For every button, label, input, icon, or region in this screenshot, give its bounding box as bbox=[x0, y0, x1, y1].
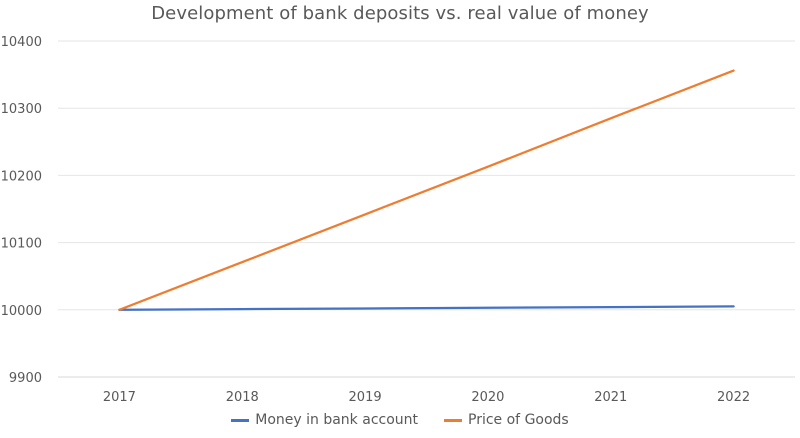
x-tick-label-2018: 2018 bbox=[226, 390, 259, 405]
y-tick-label-10200: 10200 bbox=[1, 169, 42, 184]
x-tick-label-2022: 2022 bbox=[717, 390, 750, 405]
x-tick-label-2017: 2017 bbox=[103, 390, 136, 405]
legend-item-price-of-goods: Price of Goods bbox=[444, 412, 569, 428]
y-tick-label-10000: 10000 bbox=[1, 304, 42, 319]
legend-label-price-of-goods: Price of Goods bbox=[468, 412, 569, 428]
chart-title: Development of bank deposits vs. real va… bbox=[151, 3, 649, 24]
legend-swatch-money-in-bank-account bbox=[231, 418, 250, 422]
x-tick-label-2021: 2021 bbox=[594, 390, 627, 405]
legend: Money in bank account Price of Goods bbox=[0, 412, 800, 428]
series-line-money-in-bank-account bbox=[118, 305, 735, 311]
legend-swatch-price-of-goods bbox=[444, 418, 463, 422]
series-line-price-of-goods bbox=[118, 69, 735, 311]
x-tick-label-2019: 2019 bbox=[349, 390, 382, 405]
x-tick-label-2020: 2020 bbox=[471, 390, 504, 405]
y-tick-label-10300: 10300 bbox=[1, 102, 42, 117]
legend-label-money-in-bank-account: Money in bank account bbox=[255, 412, 419, 428]
y-tick-label-9900: 9900 bbox=[9, 371, 42, 386]
y-tick-label-10400: 10400 bbox=[1, 35, 42, 50]
y-tick-label-10100: 10100 bbox=[1, 237, 42, 252]
legend-item-money-in-bank-account: Money in bank account bbox=[231, 412, 418, 428]
